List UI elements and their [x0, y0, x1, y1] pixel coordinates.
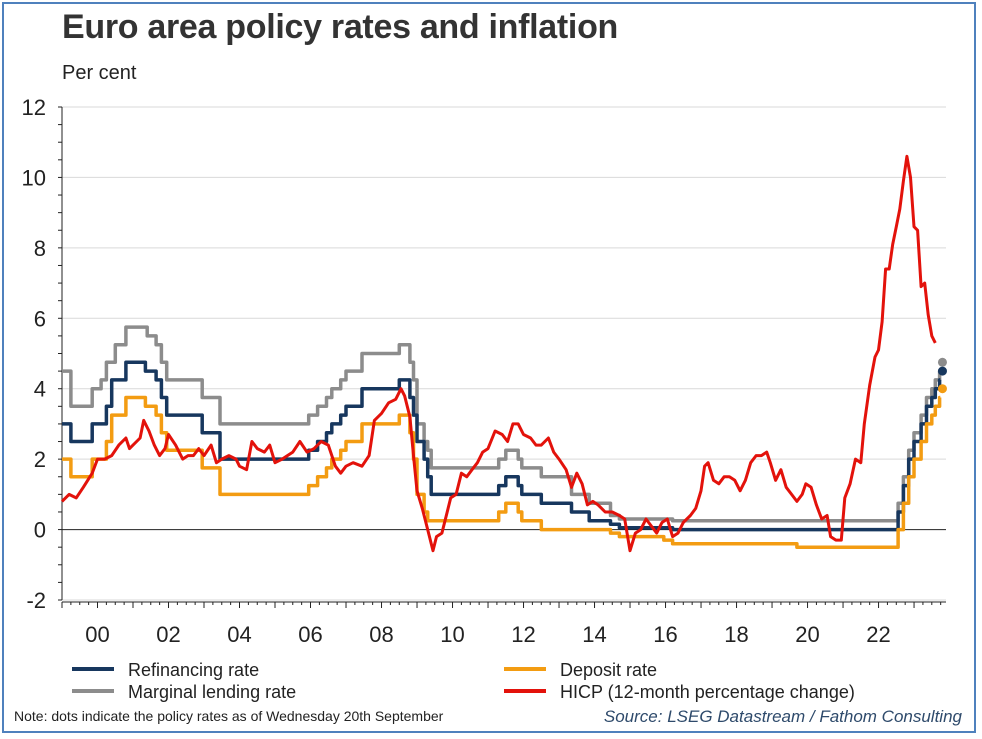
legend-label: HICP (12-month percentage change)	[560, 682, 855, 702]
y-tick-label: 4	[34, 377, 46, 402]
y-axis: -2 0 2 4 6 8 10 12	[22, 95, 63, 613]
chart-title: Euro area policy rates and inflation	[62, 8, 619, 46]
legend-label: Marginal lending rate	[128, 682, 297, 702]
x-tick-label: 06	[298, 622, 322, 647]
dot-deposit-rate	[937, 384, 947, 394]
series-lines	[60, 154, 942, 553]
x-tick-label: 02	[156, 622, 180, 647]
legend-item-hicp: HICP (12-month percentage change)	[504, 682, 855, 703]
footnote: Note: dots indicate the policy rates as …	[14, 708, 444, 724]
y-tick-label: 8	[34, 236, 46, 261]
y-tick-label: 0	[34, 518, 46, 543]
legend-item-refinancing: Refinancing rate	[72, 660, 259, 681]
x-tick-label: 16	[653, 622, 677, 647]
source-credit: Source: LSEG Datastream / Fathom Consult…	[603, 707, 962, 726]
x-tick-label: 00	[85, 622, 109, 647]
y-tick-label: 12	[22, 95, 46, 120]
legend-item-marginal-lending: Marginal lending rate	[72, 682, 296, 703]
legend-swatch	[72, 689, 114, 694]
x-tick-label: 18	[724, 622, 748, 647]
y-tick-label: 6	[34, 306, 46, 331]
series-deposit-rate	[62, 395, 942, 549]
legend-swatch	[504, 689, 546, 694]
legend-item-deposit: Deposit rate	[504, 660, 657, 681]
x-axis: 00 02 04 06 08 10 12 14 16 18 20 22	[61, 601, 946, 647]
dot-marginal-lending-rate	[937, 357, 947, 367]
x-tick-label: 10	[440, 622, 464, 647]
gridlines	[62, 106, 946, 601]
series-refinancing-rate	[62, 360, 942, 532]
legend-swatch	[72, 667, 114, 672]
dot-refinancing-rate	[937, 366, 947, 376]
legend-swatch	[504, 667, 546, 672]
policy-rate-dots	[937, 357, 947, 394]
legend-label: Deposit rate	[560, 660, 658, 680]
legend-label: Refinancing rate	[128, 660, 260, 680]
x-tick-label: 20	[795, 622, 819, 647]
series-marginal-lending-rate	[62, 325, 942, 523]
y-axis-unit-label: Per cent	[62, 62, 137, 84]
y-tick-label: 2	[34, 447, 46, 472]
x-tick-label: 14	[582, 622, 606, 647]
x-tick-label: 04	[227, 622, 251, 647]
series-hicp-12-month-percentage-change	[60, 154, 937, 553]
x-tick-label: 08	[369, 622, 393, 647]
y-tick-label: -2	[26, 588, 46, 613]
y-tick-label: 10	[22, 165, 46, 190]
x-tick-label: 12	[511, 622, 535, 647]
x-tick-label: 22	[866, 622, 890, 647]
